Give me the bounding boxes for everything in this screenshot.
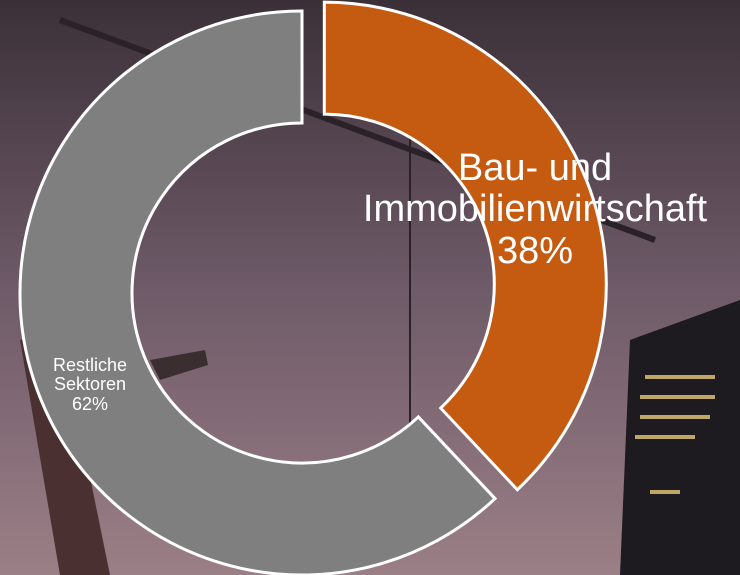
slice-label: Bau- und Immobilienwirtschaft 38%: [335, 146, 735, 273]
category-label: Restliche Sektoren: [52, 354, 128, 395]
donut-slice: [18, 9, 498, 575]
category-label: Bau- und Immobilienwirtschaft: [362, 146, 708, 231]
donut-slice: [322, 0, 608, 492]
value-label: 62%: [71, 394, 109, 415]
slice-label: Restliche Sektoren 62%: [30, 354, 150, 415]
value-label: 38%: [496, 230, 574, 273]
